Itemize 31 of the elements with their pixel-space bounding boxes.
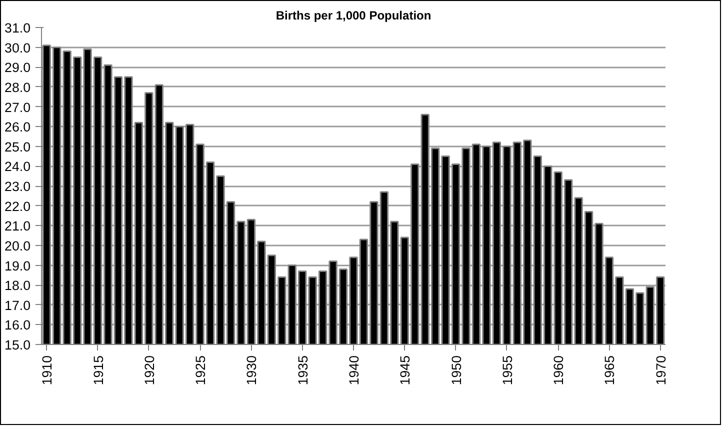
y-tick-label: 17.0 (4, 298, 31, 313)
y-tick-label: 21.0 (4, 218, 31, 234)
y-tick-label: 30.0 (4, 40, 31, 56)
x-tick-label: 1950 (448, 355, 464, 386)
x-tick-label: 1970 (653, 355, 668, 386)
y-tick-label: 16.0 (4, 318, 31, 333)
x-tick-label: 1910 (40, 355, 55, 386)
x-tick-label: 1925 (193, 355, 208, 386)
y-tick-label: 31.0 (4, 20, 31, 36)
x-tick-label: 1965 (602, 355, 618, 386)
y-tick-label: 20.0 (4, 238, 31, 254)
y-tick-label: 19.0 (4, 258, 31, 274)
y-tick-label: 27.0 (4, 100, 31, 115)
y-tick-label: 22.0 (4, 198, 31, 214)
y-tick-label: 26.0 (4, 120, 31, 135)
x-tick-label: 1915 (90, 355, 106, 386)
chart-title: Births per 1,000 Population (276, 8, 432, 22)
x-tick-label: 1940 (346, 355, 362, 386)
x-tick-label: 1945 (398, 355, 413, 386)
y-tick-label: 18.0 (4, 278, 31, 294)
y-tick-label: 23.0 (4, 179, 31, 194)
x-tick-label: 1930 (244, 355, 260, 386)
x-tick-label: 1955 (500, 355, 515, 386)
x-tick-label: 1920 (142, 355, 157, 386)
y-tick-label: 29.0 (4, 60, 31, 76)
x-tick-label: 1960 (551, 355, 566, 386)
y-tick-label: 15.0 (4, 338, 31, 352)
y-tick-label: 24.0 (4, 159, 31, 174)
x-tick-label: 1935 (295, 355, 310, 386)
y-tick-label: 25.0 (4, 139, 31, 154)
y-tick-label: 28.0 (4, 80, 31, 95)
